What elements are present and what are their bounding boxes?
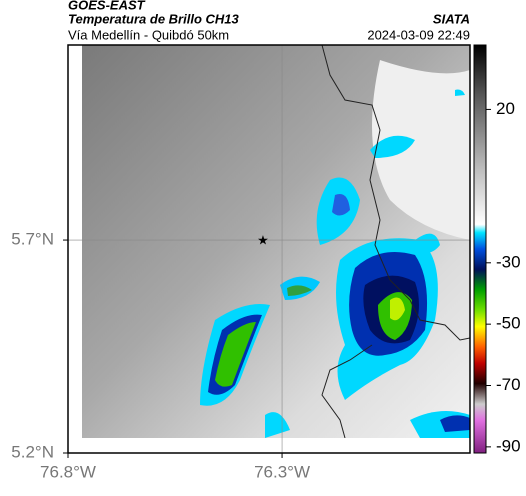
colorbar-tick-label: -30 (496, 252, 521, 271)
source: GOES-EAST (68, 0, 146, 12)
imagery (82, 45, 470, 438)
colorbar-tick-label: -90 (496, 436, 521, 455)
org: SIATA (433, 11, 470, 26)
product: Temperatura de Brillo CH13 (68, 11, 240, 26)
location-marker: ★ (257, 232, 269, 247)
lon-tick-label: 76.3°W (254, 462, 310, 481)
lon-tick-label: 76.8°W (40, 462, 96, 481)
colorbar (473, 44, 487, 454)
colorbar-tick-label: -50 (496, 314, 521, 333)
lat-tick-label: 5.2°N (11, 442, 54, 461)
subtitle: Vía Medellín - Quibdó 50km (68, 27, 229, 42)
colorbar-tick-label: 20 (496, 99, 515, 118)
timestamp: 2024-03-09 22:49 (367, 27, 470, 42)
map-frame (67, 44, 471, 454)
lat-tick-label: 5.7°N (11, 230, 54, 249)
colorbar-tick-label: -70 (496, 375, 521, 394)
